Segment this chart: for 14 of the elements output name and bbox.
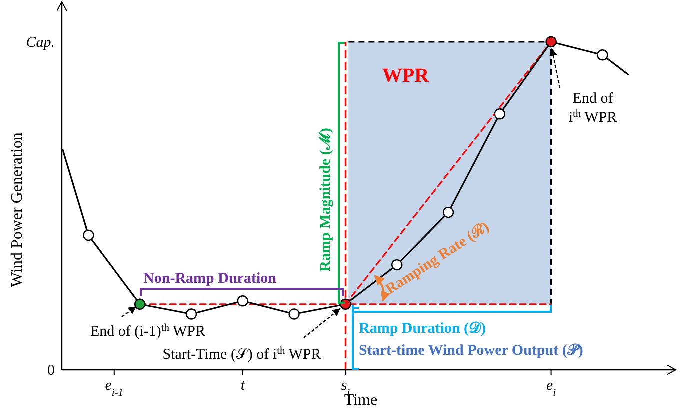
annotation: Start-Time (𝒮) of i$^{th}$ WPR	[162, 346, 322, 363]
annotation: Ramp Magnitude (ℳ)	[318, 128, 334, 272]
annotation: End of i$^{th}$ WPR	[568, 91, 618, 126]
x-tick-label: t	[240, 378, 246, 394]
y-axis-title: Wind Power Generation	[9, 132, 26, 288]
annotation: Ramp Duration (𝒟)	[359, 321, 486, 337]
annotation: Non-Ramp Duration	[144, 271, 278, 287]
annotation: End of (i-1)$^{th}$ WPR	[90, 322, 206, 340]
band-label: WPR	[382, 65, 430, 87]
x-tick-label: e$_{i-1}$	[105, 378, 124, 398]
text: 0	[48, 363, 55, 379]
x-tick-label: e$_{i}$	[546, 378, 556, 398]
text: Cap.	[26, 35, 55, 51]
annotation: Start-time Wind Power Output (𝒫)	[359, 343, 584, 359]
